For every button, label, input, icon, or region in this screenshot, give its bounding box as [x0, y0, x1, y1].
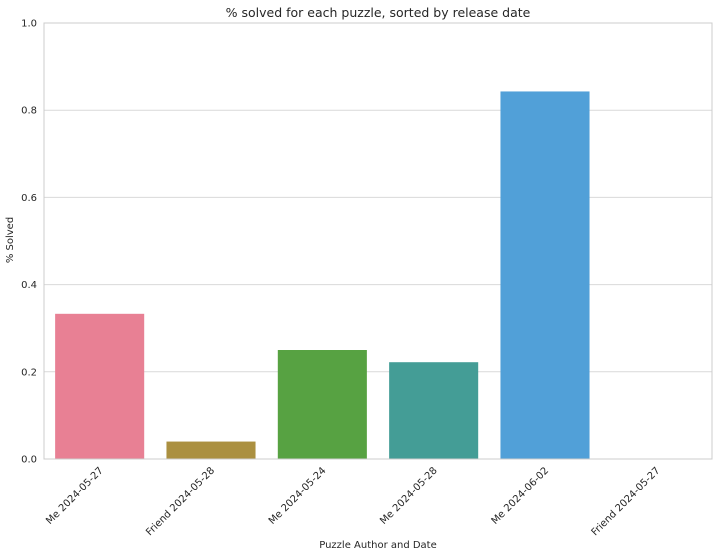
x-axis-ticks: Me 2024-05-27 Friend 2024-05-28 Me 2024-05… — [44, 465, 662, 538]
y-tick-label: 0.6 — [21, 193, 37, 204]
y-axis-label: % Solved — [5, 217, 16, 263]
x-tick-label: Me 2024-06-02 — [490, 465, 552, 527]
x-tick-label: Me 2024-05-24 — [267, 465, 329, 527]
plot-area-frame — [43, 22, 713, 460]
x-tick-label: Me 2024-05-28 — [378, 465, 440, 527]
x-tick-label: Me 2024-05-27 — [44, 465, 106, 527]
y-tick-label: 1.0 — [21, 19, 37, 30]
y-tick-label: 0.4 — [21, 280, 37, 291]
y-axis-ticks: 0.0 0.2 0.4 0.6 0.8 1.0 — [21, 19, 37, 466]
x-tick-label: Friend 2024-05-28 — [144, 465, 217, 538]
y-tick-label: 0.0 — [21, 455, 37, 466]
bar — [55, 313, 145, 459]
bars — [55, 91, 590, 460]
x-tick-label: Friend 2024-05-27 — [590, 465, 663, 538]
bar — [166, 441, 256, 459]
bar — [277, 350, 367, 459]
y-tick-label: 0.2 — [21, 367, 37, 378]
y-tick-label: 0.8 — [21, 106, 37, 117]
x-axis-label: Puzzle Author and Date — [319, 540, 437, 551]
bar — [389, 362, 479, 459]
bar — [500, 91, 590, 460]
chart-title: % solved for each puzzle, sorted by rele… — [226, 5, 531, 20]
